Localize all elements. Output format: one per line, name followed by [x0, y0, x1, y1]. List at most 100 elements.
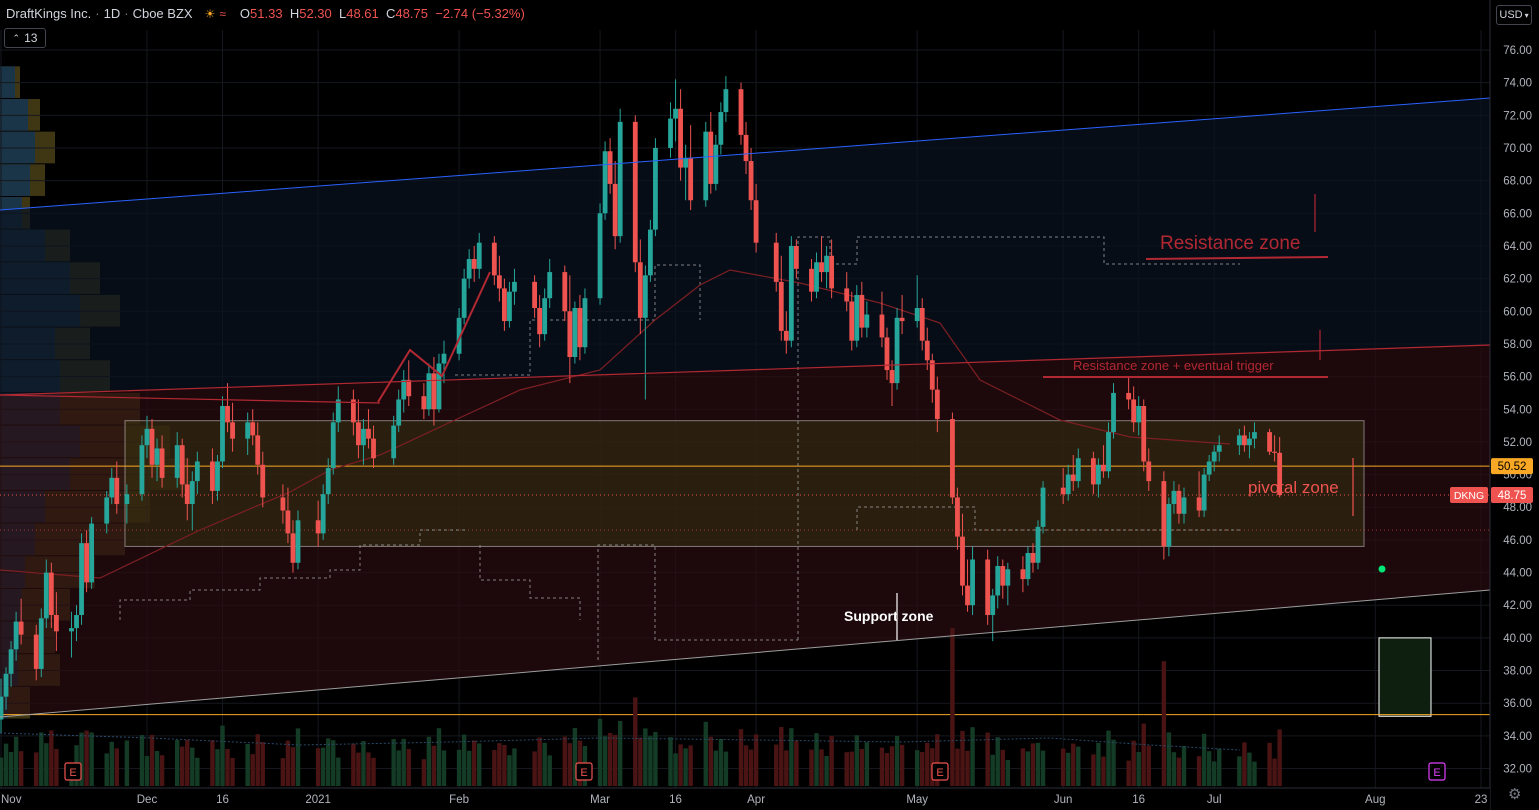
candle-body: [1096, 464, 1101, 485]
annotation-resistance-trigger: Resistance zone + eventual trigger: [1073, 358, 1274, 373]
volume-bar: [995, 737, 1000, 786]
candle-body: [174, 445, 180, 478]
volume-bar: [1272, 758, 1277, 786]
candle-body: [1020, 569, 1026, 580]
candle-body: [406, 379, 412, 397]
candle-body: [934, 389, 940, 420]
candle-body: [1247, 438, 1252, 446]
candle-body: [476, 242, 482, 269]
candle-body: [673, 108, 678, 119]
candle-body: [950, 419, 955, 498]
candle-body: [859, 294, 865, 328]
candle-body: [849, 301, 855, 341]
candle-body: [8, 649, 14, 674]
price-tick-label: 38.00: [1503, 666, 1532, 678]
volume-bar: [1096, 742, 1101, 786]
candle-body: [124, 494, 130, 504]
candle-body: [990, 595, 996, 616]
volume-bar: [1020, 748, 1026, 786]
candle-body: [184, 484, 190, 504]
volume-bar: [819, 749, 824, 786]
candle-body: [632, 121, 638, 263]
volume-bar: [708, 736, 713, 786]
symbol-name[interactable]: DraftKings Inc.: [6, 6, 92, 21]
currency-label: USD: [1499, 9, 1523, 21]
volume-bar: [1217, 748, 1222, 786]
currency-selector[interactable]: USD ▾: [1496, 5, 1532, 25]
volume-bar: [456, 749, 462, 786]
price-tick-label: 46.00: [1503, 535, 1532, 547]
volume-bar: [723, 751, 729, 786]
earnings-label: E: [580, 767, 587, 779]
time-tick-label: Aug: [1365, 794, 1385, 806]
candle-body: [456, 317, 462, 354]
candle-body: [104, 497, 110, 524]
candle-body: [683, 157, 689, 168]
profile-outline: [797, 236, 1240, 640]
trend-line: [0, 394, 381, 404]
volume-bar: [864, 742, 870, 786]
volume-bar: [366, 752, 371, 786]
interval[interactable]: 1D: [103, 6, 121, 21]
volume-bar: [326, 738, 331, 786]
volume-average-line: [0, 732, 1241, 751]
candle-body: [1252, 432, 1257, 439]
annotation-pivotal-zone: pivotal zone: [1248, 478, 1339, 497]
time-axis[interactable]: Nov Dec 16 2021 Feb Mar 16 Apr May Jun 16 Jul Aug 23: [0, 787, 1490, 810]
profile-outline: [119, 529, 465, 620]
price-tick-label: 42.00: [1503, 600, 1532, 612]
candle-body: [1060, 487, 1066, 495]
volume-bar: [894, 736, 900, 786]
candle-body: [1065, 474, 1071, 495]
volume-bar: [633, 697, 638, 786]
volume-bar: [809, 749, 814, 786]
price-tick-label: 66.00: [1503, 208, 1532, 220]
volume-bar: [34, 752, 39, 786]
candle-body: [1040, 487, 1046, 527]
volume-bar: [668, 737, 673, 786]
candle-body: [1005, 569, 1011, 586]
price-tag-value: 50.52: [1498, 461, 1527, 473]
time-tick-label: Jul: [1207, 794, 1222, 806]
time-tick-label: 2021: [305, 794, 331, 806]
volume-bar: [89, 732, 94, 786]
volume-bar: [1146, 745, 1151, 786]
candle-body: [69, 628, 74, 632]
gear-icon[interactable]: ⚙: [1508, 786, 1522, 803]
candle-body: [33, 634, 39, 669]
volume-bar: [753, 734, 759, 786]
volume-bar: [1237, 756, 1242, 786]
volume-bar: [738, 729, 744, 786]
volume-bar: [401, 738, 406, 786]
volume-bar: [84, 730, 89, 786]
volume-bar: [879, 747, 885, 786]
candle-body: [1126, 392, 1132, 400]
volume-bar: [361, 741, 366, 786]
price-tick-label: 76.00: [1503, 45, 1532, 57]
volume-bar: [320, 747, 326, 786]
candle-body: [441, 353, 447, 364]
candle-body: [230, 422, 235, 439]
price-axis[interactable]: 76.00 74.00 72.00 70.00 68.00 66.00 64.00 62.00…: [1489, 0, 1539, 810]
candle-body: [245, 422, 251, 439]
indicators-toggle[interactable]: ⌃ 13: [4, 28, 46, 48]
candle-body: [965, 585, 970, 606]
candle-body: [89, 523, 95, 583]
earnings-badge: [64, 762, 82, 781]
candle-body: [703, 131, 709, 201]
volume-bar: [743, 745, 749, 786]
earnings-badge: [575, 762, 593, 781]
volume-bar: [49, 730, 54, 786]
volume-bar: [507, 755, 512, 786]
price-tick-label: 72.00: [1503, 110, 1532, 122]
candle-body: [466, 259, 472, 279]
volume-bars: [0, 627, 1282, 786]
candle-body: [159, 448, 165, 478]
candle-body: [819, 262, 824, 273]
volume-bar: [653, 732, 658, 786]
candle-body: [748, 161, 754, 201]
profile-outline: [479, 545, 581, 620]
volume-bar: [1141, 723, 1146, 786]
candle-body: [542, 298, 548, 335]
